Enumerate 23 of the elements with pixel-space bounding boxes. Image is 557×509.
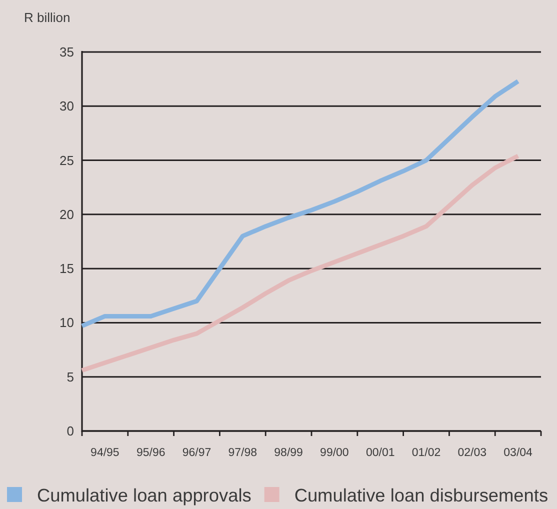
x-tick-label: 94/95 bbox=[90, 447, 120, 459]
x-tick-label: 02/03 bbox=[458, 447, 487, 459]
legend-label: Cumulative loan disbursements bbox=[294, 486, 548, 506]
x-tick-label: 97/98 bbox=[228, 447, 258, 459]
y-tick-label: 35 bbox=[60, 44, 74, 60]
x-tick-label: 96/97 bbox=[182, 447, 212, 459]
x-tick-label: 01/02 bbox=[412, 447, 441, 459]
y-tick-label: 5 bbox=[66, 369, 74, 384]
x-tick-label: 03/04 bbox=[504, 447, 534, 459]
y-tick-label: 30 bbox=[60, 98, 74, 114]
y-tick-label: 20 bbox=[60, 206, 74, 222]
y-tick-label: 25 bbox=[60, 152, 74, 168]
x-tick-label: 99/00 bbox=[320, 447, 349, 459]
y-axis-title: R billion bbox=[24, 10, 70, 25]
y-tick-label: 0 bbox=[66, 424, 74, 438]
y-tick-label: 10 bbox=[60, 315, 74, 330]
x-tick-label: 98/99 bbox=[274, 447, 303, 459]
x-tick-label: 00/01 bbox=[366, 447, 395, 459]
legend-label: Cumulative loan approvals bbox=[37, 486, 252, 506]
y-tick-label: 15 bbox=[60, 261, 74, 276]
line-series bbox=[80, 154, 520, 373]
line-series bbox=[80, 78, 520, 328]
x-tick-label: 95/96 bbox=[136, 447, 166, 459]
